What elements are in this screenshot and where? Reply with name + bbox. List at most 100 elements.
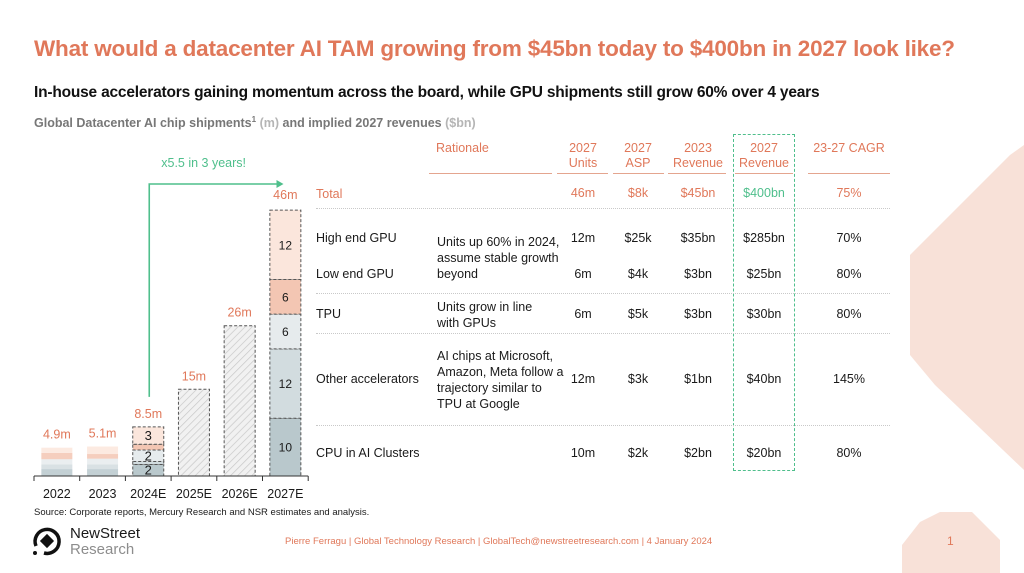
bar-segment-other-accelerators-2022 [41,464,73,470]
chart-label-middle: and implied 2027 revenues [279,116,446,131]
bar-segment-low-end-gpu-2022 [41,452,73,460]
row-asp-high-end-gpu: $25k [624,231,652,245]
header-underline-asp [613,173,664,174]
row-divider [316,208,890,209]
row-rev2023-cpu: $2bn [684,446,712,460]
growth-arrow-line [148,183,277,397]
page-number: 1 [947,534,954,548]
header-rationale: Rationale [436,141,489,155]
bar-segment-cpu-in-ai-clusters-2023 [87,469,119,476]
bar-hatched-2026E [223,325,256,477]
header-rev2027-line2: Revenue [738,156,790,170]
row-label-tpu: TPU [316,307,341,321]
bar-total-label: 8.5m [134,407,162,421]
total-rev2027: $400bn [743,186,785,200]
total-asp: $8k [627,186,649,200]
bar-segment-high-end-gpu-2024E [132,426,165,445]
row-label-other-accelerators: Other accelerators [316,372,419,386]
arrow-head-icon [276,180,284,188]
header-underline-rev2023 [668,173,726,174]
header-rev2027-line1: 2027 [750,141,778,155]
row-rev2027-other-accelerators: $40bn [746,372,782,386]
growth-annotation: x5.5 in 3 years! [161,156,246,170]
row-cagr-tpu: 80% [836,307,862,321]
x-axis-tick-label: 2025E [176,487,212,501]
bar-segment-low-end-gpu-2023 [87,454,119,459]
segment-value-label: 6 [282,290,289,304]
x-axis-tick-label: 2023 [89,487,117,501]
chart-label: Global Datacenter AI chip shipments1 (m)… [34,115,476,130]
row-label-cpu: CPU in AI Clusters [316,446,420,460]
row-units-high-end-gpu: 12m [570,231,596,245]
header-asp-line1: 2027 [624,141,652,155]
total-rev2023: $45bn [680,186,716,200]
row-cagr-low-end-gpu: 80% [836,267,862,281]
footer-author-info: Pierre Ferragu | Global Technology Resea… [285,536,713,547]
header-asp-line2: ASP [625,156,651,170]
bar-segment-high-end-gpu-2027E [269,209,302,280]
row-units-low-end-gpu: 6m [574,267,592,281]
bar-total-label: 15m [182,369,206,383]
bar-total-label: 26m [227,306,251,320]
row-units-tpu: 6m [574,307,592,321]
chart-label-main: Global Datacenter AI chip shipments [34,116,252,131]
segment-value-label: 12 [279,377,293,391]
total-cagr: 75% [836,186,862,200]
row-asp-tpu: $5k [627,307,649,321]
bar-total-label: 5.1m [89,427,117,441]
row-asp-other-accelerators: $3k [627,372,649,386]
segment-value-label: 2 [145,448,152,463]
bar-total-label: 4.9m [43,428,71,442]
source-note: Source: Corporate reports, Mercury Resea… [34,507,370,518]
segment-value-label: 12 [279,238,293,252]
x-axis-tick-label: 2027E [267,487,303,501]
row-label-high-end-gpu: High end GPU [316,231,397,245]
header-underline-rationale [429,173,552,174]
header-rev2023-line2: Revenue [672,156,724,170]
segment-value-label: 10 [279,441,293,455]
total-label: Total [316,187,343,201]
row-rev2027-tpu: $30bn [746,307,782,321]
row-divider [316,293,890,294]
header-units-line1: 2027 [569,141,597,155]
row-cagr-cpu: 80% [836,446,862,460]
header-units-line2: Units [568,156,598,170]
shipments-bar-chart: 4.9m 5.1m 22 3 8.5m 15m 26m 10 12 6 6 12 46m 2022 202… [33,156,309,501]
row-divider [316,333,890,334]
row-units-cpu: 10m [570,446,596,460]
header-underline-units [557,173,608,174]
row-asp-cpu: $2k [627,446,649,460]
header-rev2023: 2023 Revenue [668,141,728,171]
rationale-gpu: Units up 60% in 2024, assume stable grow… [437,235,560,281]
row-cagr-other-accelerators: 145% [833,372,865,386]
rationale-tpu: Units grow in line with GPUs [437,300,533,330]
row-units-other-accelerators: 12m [570,372,596,386]
chart-label-unit-bn: ($bn) [445,116,476,131]
bar-segment-tpu-2023 [87,458,119,465]
rationale-other: AI chips at Microsoft, Amazon, Meta foll… [437,349,564,411]
bar-total-label: 46m [273,188,297,202]
rev2027-highlight-box [733,134,795,471]
newstreet-logo-icon [33,527,61,556]
row-rev2023-other-accelerators: $1bn [684,372,712,386]
row-rev2027-cpu: $20bn [746,446,782,460]
header-cagr: 23-27 CAGR [813,141,885,155]
x-axis-tick-label: 2026E [222,487,258,501]
header-rev2023-line1: 2023 [684,141,712,155]
row-asp-low-end-gpu: $4k [627,267,649,281]
chart-label-unit-m: (m) [259,116,280,131]
row-rev2027-low-end-gpu: $25bn [746,267,782,281]
bar-hatched-2025E [177,388,210,477]
row-rev2023-tpu: $3bn [684,307,712,321]
row-divider [316,425,890,426]
header-rev2027: 2027 Revenue [734,141,794,171]
bar-segment-tpu-2022 [41,459,73,465]
header-underline-cagr [808,173,890,174]
row-rev2027-high-end-gpu: $285bn [743,231,785,245]
bar-segment-high-end-gpu-2023 [87,446,119,455]
row-cagr-high-end-gpu: 70% [836,231,862,245]
logo-text-research: Research [70,541,135,558]
header-underline-rev2027 [735,173,793,174]
bar-segment-high-end-gpu-2022 [41,447,73,453]
segment-value-label: 6 [282,325,289,339]
